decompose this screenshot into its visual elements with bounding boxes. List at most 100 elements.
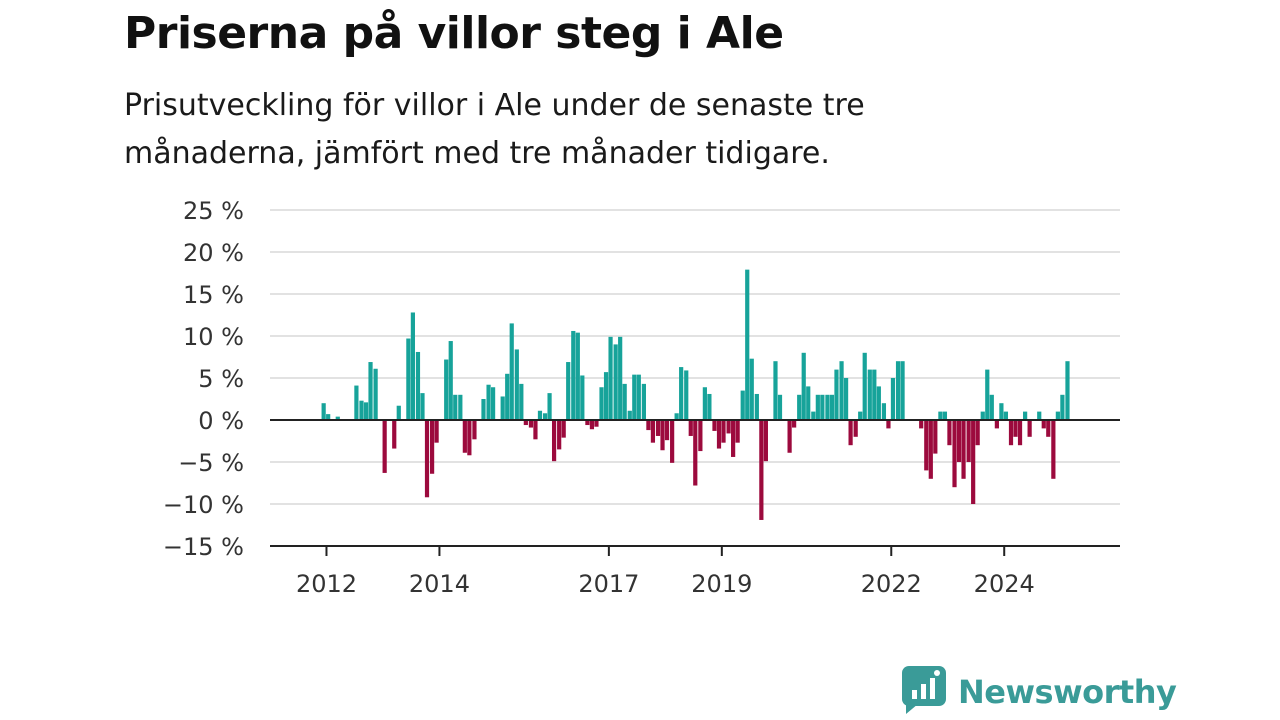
bar [740,390,745,420]
bar [321,403,326,420]
bar [886,420,891,429]
bar [575,332,580,420]
bar [811,411,816,420]
bar [641,383,646,420]
bar [994,420,999,429]
bar [335,416,340,420]
bar [688,420,693,436]
bar [801,352,806,420]
y-tick-label: 25 % [183,197,244,225]
bar [650,420,656,443]
bar [434,420,439,443]
bar [975,420,980,446]
bar [749,358,754,420]
bar [406,338,411,420]
bar [712,420,717,431]
axes [270,419,1120,547]
bar [834,369,839,420]
bar [410,312,415,420]
bar [580,375,585,420]
bar [392,420,397,449]
bar [363,402,369,420]
bar [938,411,943,420]
chart-subtitle: Prisutveckling för villor i Ale under de… [124,88,865,171]
bar [1051,420,1056,479]
bar [867,369,872,420]
bar [839,361,844,420]
grid-lines [270,209,1120,547]
bar [674,413,679,420]
bar [585,420,590,426]
bar [415,351,421,420]
x-tick-label: 2022 [861,570,922,598]
bar [726,420,731,434]
bar [359,400,364,420]
bar [444,359,449,420]
bar [547,393,552,420]
bar [519,383,524,420]
bar [354,385,359,420]
bar [721,420,726,443]
bar [505,373,510,420]
bar [707,393,712,420]
bar [820,394,825,420]
bar [876,386,881,420]
bar [1003,411,1009,420]
bar [566,362,571,420]
bar [613,344,618,420]
bar [490,387,496,420]
brand-name: Newsworthy [958,673,1177,711]
y-tick-label: 10 % [183,323,244,351]
bar [853,420,858,437]
bar [523,420,528,426]
bar [594,420,599,427]
y-tick-label: 15 % [183,281,244,309]
bar [1027,420,1032,437]
bar [462,420,467,453]
bar [858,411,863,420]
bar [693,420,698,486]
bar [971,420,976,504]
bar [698,420,703,452]
bar [589,420,595,430]
bar [627,410,632,420]
bar [368,362,373,420]
bar [481,399,486,420]
bar [1017,420,1023,446]
bar [815,394,820,420]
bar [622,383,627,420]
bar [881,403,887,420]
bar [763,420,768,462]
bar [919,420,924,429]
x-tick-label: 2024 [974,570,1035,598]
bar [1060,394,1065,420]
bar [458,394,463,420]
bar [989,394,994,420]
bar [745,269,750,420]
x-axis-ticks: 2012 2014 2017 2019 2022 2024 [296,546,1035,598]
bar [679,367,684,420]
bar [947,420,952,446]
bar [1046,420,1051,437]
bar [1041,420,1046,429]
bar [453,394,458,420]
bar [792,420,797,428]
bar [825,394,830,420]
x-tick-label: 2019 [691,570,752,598]
bar [472,420,477,440]
bar [961,420,966,479]
bar [777,394,783,420]
bar [787,420,792,453]
bar [1037,411,1042,420]
brand[interactable]: Newsworthy [902,666,1177,716]
bar [980,411,985,420]
bar [551,420,557,462]
bar [895,361,901,420]
y-tick-label: 0 % [198,407,244,435]
bar [655,420,661,436]
bar [660,420,665,451]
bar [999,403,1004,420]
bar [924,420,929,471]
bar [933,420,938,454]
bar [890,378,896,420]
